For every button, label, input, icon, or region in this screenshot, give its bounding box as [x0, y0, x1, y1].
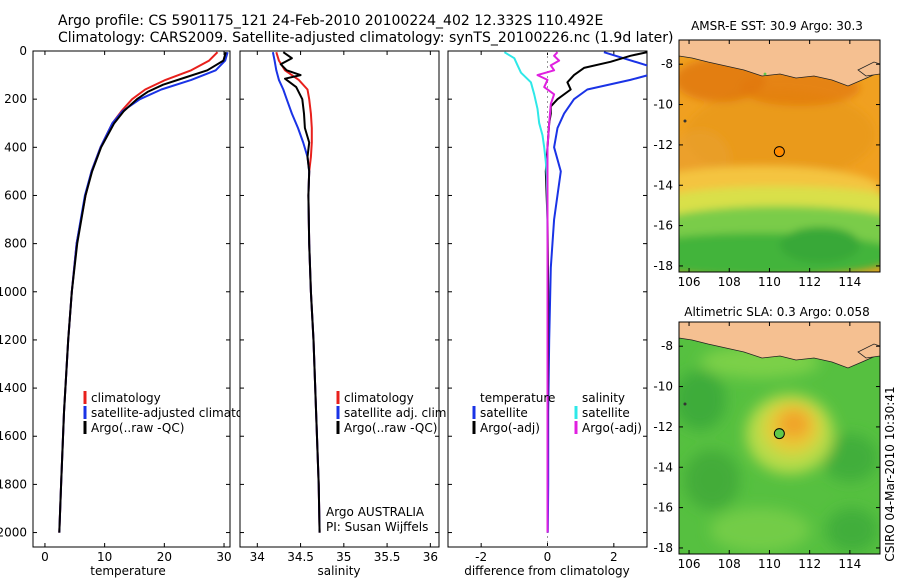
salinity-legend: climatology satellite adj. clim. Argo(..…	[336, 391, 450, 435]
salinity-axes	[239, 50, 440, 548]
y-tick-label: 1400	[0, 381, 27, 395]
temperature-xlabel: temperature	[90, 564, 165, 578]
y-tick-label: -14	[653, 460, 673, 474]
salinity-lines	[271, 51, 321, 533]
x-tick-label: 2	[610, 550, 618, 564]
y-tick-label: 800	[4, 237, 27, 251]
salinity-panel: 34 34.5 35 35.5 36 climatology satellite adj…	[239, 50, 450, 578]
argo-pi: PI: Susan Wijffels	[326, 520, 428, 534]
series-line-salinity-argo-adj-	[536, 51, 561, 533]
y-tick-label: -12	[653, 138, 673, 152]
temperature-panel: 0 10 20 30 0 200 400 600 800 1000 1200 1400 1600 1800…	[0, 44, 269, 578]
sla-argo-marker	[773, 428, 785, 440]
temperature-legend: climatology satellite-adjusted climatolo…	[83, 391, 269, 435]
x-tick-label: 106	[678, 557, 701, 571]
sst-map-axes	[678, 39, 881, 273]
sla-map-title: Altimetric SLA: 0.3 Argo: 0.058	[684, 305, 869, 319]
legend-label-satellite: satellite adj. clim.	[344, 406, 450, 420]
legend-label-climatology: climatology	[91, 391, 161, 405]
land-java	[679, 40, 880, 87]
y-tick-label: -18	[653, 541, 673, 555]
x-tick-label: 36	[423, 550, 438, 564]
sst-map-title: AMSR-E SST: 30.9 Argo: 30.3	[691, 19, 863, 33]
x-tick-label: 108	[718, 557, 741, 571]
x-tick-label: 112	[798, 275, 821, 289]
difference-panel: -2 0 2 temperature satellite Argo(-adj) sa…	[447, 50, 648, 578]
y-tick-label: -8	[661, 57, 673, 71]
y-tick-label: 1800	[0, 477, 27, 491]
series-line-argo-raw-qc-	[279, 51, 321, 533]
legend-label-temp-satellite: satellite	[480, 406, 528, 420]
difference-lines	[503, 51, 647, 547]
sst-map-ticks: 106 108 110 112 114 -8 -10 -12 -14 -16 -18	[653, 40, 880, 289]
x-tick-label: 34	[250, 550, 265, 564]
difference-ticks: -2 0 2	[448, 50, 647, 564]
sst-argo-marker	[773, 146, 785, 158]
sla-map-axes	[678, 321, 881, 555]
x-tick-label: 20	[157, 550, 172, 564]
x-tick-label: 35.5	[374, 550, 401, 564]
series-line-argo-raw-qc-	[58, 51, 227, 533]
x-tick-label: 110	[758, 275, 781, 289]
x-tick-label: 110	[758, 557, 781, 571]
x-tick-label: 106	[678, 275, 701, 289]
legend-label-satellite: satellite-adjusted climatology	[91, 406, 269, 420]
x-tick-label: 114	[838, 275, 861, 289]
temperature-ticks: 0 10 20 30 0 200 400 600 800 1000 1200 1400 1600 1800…	[0, 44, 232, 564]
sst-map-panel: AMSR-E SST: 30.9 Argo: 30.3 106 108 110 112…	[653, 19, 881, 289]
salinity-xlabel: salinity	[317, 564, 360, 578]
legend-label-argo: Argo(..raw -QC)	[344, 421, 437, 435]
argo-institution: Argo AUSTRALIA	[326, 505, 425, 519]
y-tick-label: -18	[653, 259, 673, 273]
x-tick-label: 0	[544, 550, 552, 564]
y-tick-label: 1200	[0, 333, 27, 347]
temperature-axes	[32, 50, 231, 548]
y-tick-label: 1000	[0, 285, 27, 299]
x-tick-label: 30	[216, 550, 231, 564]
x-tick-label: 35	[336, 550, 351, 564]
x-tick-label: 112	[798, 557, 821, 571]
difference-xlabel: difference from climatology	[464, 564, 630, 578]
x-tick-label: 34.5	[287, 550, 314, 564]
land-island	[857, 343, 880, 359]
credit-stamp: CSIRO 04-Mar-2010 10:30:41	[883, 386, 897, 561]
y-tick-label: 1600	[0, 429, 27, 443]
temperature-lines	[58, 51, 229, 533]
legend-label-climatology: climatology	[344, 391, 414, 405]
header-line-1: Argo profile: CS 5901175_121 24-Feb-2010…	[58, 13, 603, 29]
sla-map-ticks: 106 108 110 112 114 -8 -10 -12 -14 -16 -18	[653, 322, 880, 571]
x-tick-label: 0	[41, 550, 49, 564]
y-tick-label: -8	[661, 339, 673, 353]
y-tick-label: -14	[653, 178, 673, 192]
x-tick-label: 108	[718, 275, 741, 289]
legend-label-temp-argo: Argo(-adj)	[480, 421, 540, 435]
legend-title-temperature: temperature	[480, 391, 555, 405]
x-tick-label: -2	[475, 550, 487, 564]
legend-title-salinity: salinity	[582, 391, 625, 405]
legend-label-sal-satellite: satellite	[582, 406, 630, 420]
y-tick-label: -12	[653, 420, 673, 434]
y-tick-label: -10	[653, 380, 673, 394]
legend-label-argo: Argo(..raw -QC)	[91, 421, 184, 435]
y-tick-label: 0	[19, 44, 27, 58]
land-island	[857, 61, 880, 77]
y-tick-label: -16	[653, 219, 673, 233]
salinity-ticks: 34 34.5 35 35.5 36	[240, 50, 439, 564]
y-tick-label: 2000	[0, 526, 27, 540]
difference-legend: temperature satellite Argo(-adj) salinit…	[472, 391, 642, 435]
sla-map-panel: Altimetric SLA: 0.3 Argo: 0.058 106 108 11…	[653, 305, 881, 571]
y-tick-label: 600	[4, 188, 27, 202]
land-java	[679, 322, 880, 369]
x-tick-label: 114	[838, 557, 861, 571]
header-line-2: Climatology: CARS2009. Satellite-adjuste…	[58, 30, 673, 46]
y-tick-label: -10	[653, 98, 673, 112]
y-tick-label: -16	[653, 501, 673, 515]
y-tick-label: 200	[4, 92, 27, 106]
legend-label-sal-argo: Argo(-adj)	[582, 421, 642, 435]
y-tick-label: 400	[4, 140, 27, 154]
x-tick-label: 10	[97, 550, 112, 564]
